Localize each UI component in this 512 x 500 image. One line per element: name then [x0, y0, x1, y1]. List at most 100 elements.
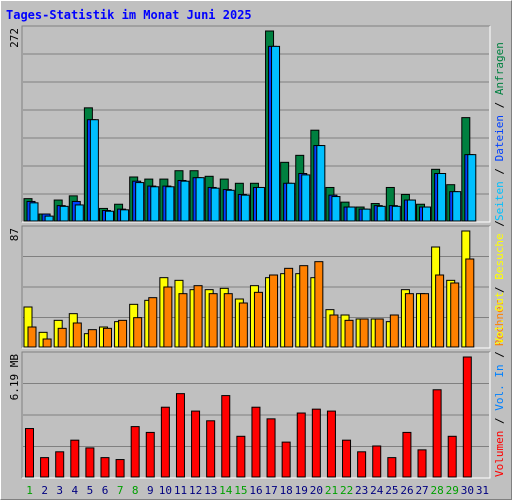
volume-panel-bar-volumen-day-19 — [296, 412, 306, 478]
hits-panel-max-label: 272 — [8, 28, 21, 48]
hits-panel-bar-seiten-day-26 — [406, 199, 416, 222]
day-label: 19 — [295, 484, 308, 497]
volume-panel-bar-volumen-day-28 — [432, 389, 442, 478]
visits-panel-bar-rechner-day-19 — [299, 265, 309, 348]
volume-panel-bar-volumen-day-12 — [191, 410, 201, 478]
visits-panel-bar-rechner-day-23 — [359, 318, 369, 348]
volume-panel-bar-volumen-day-22 — [342, 439, 352, 478]
legend-vol-out: Vol. Out — [493, 292, 506, 345]
day-label: 11 — [174, 484, 187, 497]
visits-panel-bar-rechner-day-20 — [314, 261, 324, 348]
hits-panel-bar-seiten-day-30 — [467, 154, 477, 222]
volume-panel-bar-volumen-day-3 — [55, 451, 65, 478]
volume-panel-border-light — [22, 352, 491, 479]
hits-panel-bar-seiten-day-12 — [195, 177, 205, 222]
hits-panel-bar-seiten-day-29 — [452, 191, 462, 222]
day-label: 3 — [56, 484, 63, 497]
day-label: 6 — [102, 484, 109, 497]
volume-panel-bar-volumen-day-21 — [326, 410, 336, 478]
day-label: 27 — [415, 484, 428, 497]
volume-panel-bar-volumen-day-15 — [236, 435, 246, 478]
hits-panel-bar-seiten-day-20 — [316, 145, 326, 222]
visits-panel-bar-rechner-day-30 — [465, 258, 475, 348]
hits-panel-bar-seiten-day-27 — [422, 206, 432, 222]
volume-panel-bar-volumen-day-4 — [70, 439, 80, 478]
day-label: 24 — [370, 484, 384, 497]
hits-panel-border-light — [22, 26, 491, 223]
volume-panel-bar-volumen-day-25 — [387, 457, 397, 478]
visits-panel-bar-rechner-day-4 — [72, 322, 82, 348]
legend-besuche: Besuche — [493, 233, 506, 279]
hits-panel-bar-seiten-day-28 — [437, 173, 447, 222]
hits-panel-bar-seiten-day-23 — [361, 208, 371, 222]
day-label: 26 — [400, 484, 413, 497]
hits-panel-bar-seiten-day-24 — [376, 205, 386, 222]
day-label: 15 — [234, 484, 247, 497]
volume-panel-bar-volumen-day-8 — [130, 426, 140, 478]
day-label: 2 — [41, 484, 48, 497]
visits-panel-border-light — [22, 226, 491, 349]
day-label: 13 — [204, 484, 217, 497]
visits-panel-bar-rechner-day-9 — [148, 297, 158, 348]
day-label: 7 — [117, 484, 124, 497]
day-label: 31 — [476, 484, 489, 497]
visits-legend: Rechner / Besuche / — [493, 220, 506, 346]
visits-panel-bar-rechner-day-12 — [193, 285, 203, 348]
hits-panel-bar-seiten-day-19 — [301, 174, 311, 222]
volume-panel-bar-volumen-day-30 — [462, 356, 472, 478]
hits-panel-bar-seiten-day-10 — [165, 186, 175, 222]
volume-panel-bar-volumen-day-20 — [311, 408, 321, 478]
hits-panel-bar-seiten-day-6 — [104, 210, 114, 222]
legend-separator: / — [493, 345, 506, 365]
day-label: 29 — [446, 484, 459, 497]
chart-title: Tages-Statistik im Monat Juni 2025 — [6, 8, 252, 22]
legend-vol-in: Vol. In — [493, 364, 506, 410]
legend-separator: / — [493, 280, 506, 300]
hits-panel-bar-seiten-day-16 — [255, 186, 265, 222]
hits-panel-bar-seiten-day-3 — [59, 205, 69, 222]
legend-rechner: Rechner — [493, 299, 506, 346]
visits-panel-bar-rechner-day-22 — [344, 319, 354, 348]
visits-panel-bar-rechner-day-3 — [57, 327, 67, 348]
visits-panel-bar-rechner-day-24 — [374, 318, 384, 348]
volume-panel-border-dark — [21, 351, 490, 478]
day-label: 10 — [159, 484, 172, 497]
visits-panel-bar-rechner-day-1 — [27, 326, 37, 348]
volume-panel-bar-volumen-day-1 — [25, 428, 34, 478]
hits-panel-bar-seiten-day-9 — [150, 186, 160, 222]
volume-panel-bar-volumen-day-18 — [281, 441, 291, 478]
day-label: 8 — [132, 484, 139, 497]
hits-panel-bar-seiten-day-25 — [391, 205, 401, 222]
visits-panel-max-label: 87 — [8, 228, 21, 241]
volume-panel-bar-volumen-day-27 — [417, 449, 427, 478]
visits-panel-bar-rechner-day-17 — [269, 274, 279, 348]
day-label: 12 — [189, 484, 202, 497]
hits-legend: Seiten / Dateien / Anfragen — [493, 42, 506, 221]
hits-panel-bar-seiten-day-11 — [180, 180, 190, 222]
hits-panel-bar-seiten-day-1 — [29, 202, 39, 222]
volume-panel-max-label: 6.19 MB — [8, 354, 21, 401]
day-label: 21 — [325, 484, 338, 497]
hits-panel-bar-seiten-day-7 — [120, 209, 130, 222]
volume-legend: Volumen / Vol. In / Vol. Out — [493, 292, 506, 477]
volume-panel-bar-volumen-day-11 — [175, 393, 185, 478]
day-label: 30 — [461, 484, 474, 497]
volume-panel-bar-volumen-day-24 — [372, 445, 382, 478]
volume-panel-bar-volumen-day-9 — [145, 431, 155, 478]
visits-panel-bar-rechner-day-18 — [284, 267, 294, 348]
hits-panel-bar-seiten-day-14 — [225, 189, 235, 222]
legend-separator: / — [493, 220, 506, 233]
day-label: 20 — [310, 484, 323, 497]
volume-panel-bar-volumen-day-5 — [85, 447, 95, 478]
visits-panel-bar-rechner-day-25 — [389, 314, 399, 348]
day-label: 17 — [264, 484, 277, 497]
volume-panel-bar-volumen-day-23 — [357, 451, 367, 478]
day-label: 5 — [87, 484, 94, 497]
visits-panel-bar-rechner-day-26 — [404, 293, 414, 348]
visits-panel-bar-rechner-day-6 — [102, 327, 112, 348]
visits-panel-bar-rechner-day-7 — [118, 319, 128, 348]
visits-panel-border-dark — [21, 225, 490, 348]
volume-panel-bar-volumen-day-26 — [402, 431, 412, 478]
volume-panel-bar-volumen-day-16 — [251, 406, 261, 478]
day-label: 4 — [72, 484, 79, 497]
